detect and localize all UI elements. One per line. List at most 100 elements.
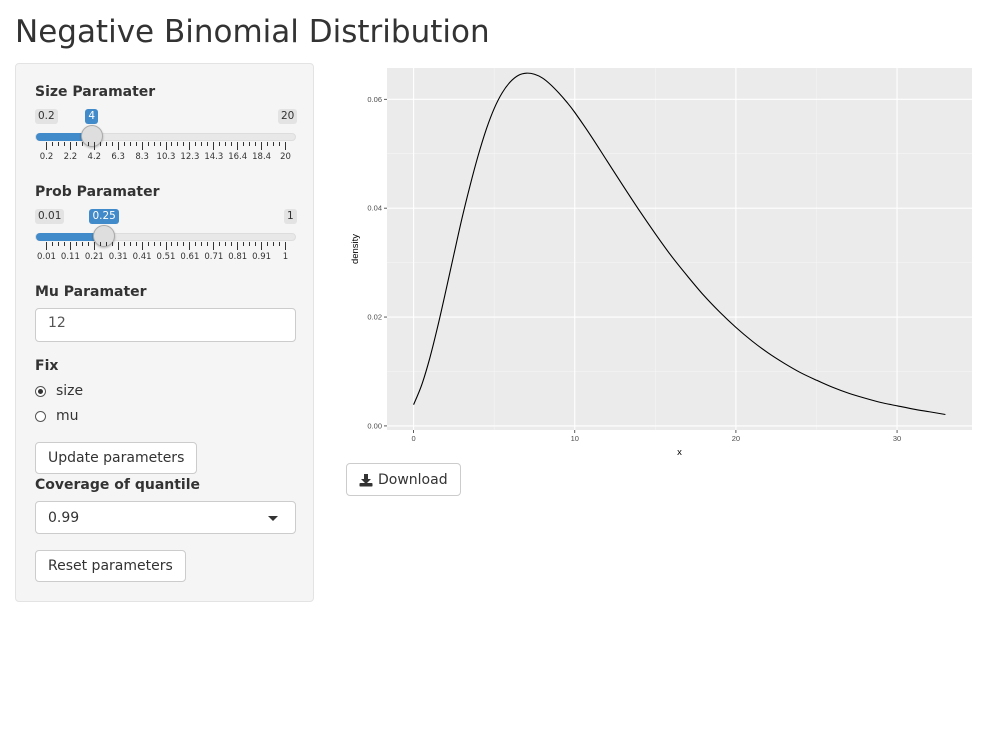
slider-minor-tick [159, 142, 161, 146]
size-slider-ticks: 0.2 2.2 4.2 6.3 8.3 10.3 12.3 14.3 16.4 18.4 20 [35, 142, 296, 162]
slider-major-tick [46, 142, 47, 150]
size-slider-max: 20 [278, 109, 298, 124]
slider-minor-tick [75, 142, 77, 146]
slider-major-tick [213, 242, 215, 250]
slider-minor-tick [81, 242, 83, 246]
slider-minor-tick [51, 142, 53, 146]
slider-minor-tick [63, 142, 65, 146]
axis-ticks [384, 98, 898, 433]
fix-option-mu[interactable]: mu [35, 408, 79, 424]
slider-minor-tick [153, 242, 155, 246]
slider-minor-tick [87, 142, 89, 146]
slider-minor-tick [231, 242, 233, 246]
prob-slider-max: 1 [284, 209, 297, 224]
slider-minor-tick [195, 142, 197, 146]
update-parameters-button[interactable]: Update parameters [35, 442, 198, 474]
slider-major-tick [117, 142, 119, 150]
slider-minor-tick [147, 142, 149, 146]
mu-input[interactable]: 12 [35, 308, 296, 342]
size-slider-label: Size Paramater [35, 84, 156, 100]
slider-major-tick [189, 142, 191, 150]
y-tick-label: 0.00 [367, 421, 382, 430]
download-button-label: Download [378, 471, 448, 488]
slider-minor-tick [111, 142, 113, 146]
slider-minor-tick [123, 242, 125, 246]
fix-option-size-label: size [56, 383, 84, 399]
x-tick-label: 20 [732, 434, 740, 443]
x-axis-label: x [677, 447, 682, 458]
slider-tick-label: 12.3 [180, 152, 200, 162]
slider-major-tick [261, 242, 263, 250]
prob-slider-ticks: 0.01 0.11 0.21 0.31 0.41 0.51 0.61 0.71 0.81 0.91… [35, 242, 296, 262]
slider-major-tick [237, 142, 239, 150]
slider-tick-label: 0.2 [39, 152, 54, 162]
slider-minor-tick [273, 142, 275, 146]
slider-minor-tick [183, 142, 185, 146]
slider-minor-tick [147, 242, 149, 246]
slider-minor-tick [219, 142, 221, 146]
prob-slider-track[interactable] [35, 233, 296, 241]
slider-major-tick [46, 242, 47, 250]
slider-minor-tick [57, 242, 59, 246]
slider-major-tick [93, 242, 95, 250]
size-slider-min: 0.2 [35, 109, 58, 124]
fix-option-size[interactable]: size [35, 383, 83, 399]
slider-major-tick [165, 142, 167, 150]
slider-major-tick [69, 142, 71, 150]
download-button[interactable]: Download [346, 463, 461, 496]
density-line [413, 72, 946, 416]
coverage-select[interactable]: 0.99 [35, 501, 296, 534]
slider-minor-tick [201, 142, 203, 146]
slider-minor-tick [183, 242, 185, 246]
slider-minor-tick [99, 142, 101, 146]
y-tick-label: 0.04 [367, 204, 382, 213]
slider-tick-label: 0.81 [228, 252, 248, 262]
slider-tick-label: 6.3 [111, 152, 125, 162]
sidebar-panel: Size Paramater 0.2 20 4 0.2 2.2 4.2 6.3 8.3 1… [15, 63, 314, 602]
fix-label: Fix [35, 358, 59, 374]
reset-parameters-button[interactable]: Reset parameters [35, 550, 186, 582]
y-axis-label: density [350, 234, 361, 264]
slider-tick-label: 0.71 [204, 252, 224, 262]
plot-panel [387, 68, 972, 430]
slider-minor-tick [63, 242, 65, 246]
x-tick-label: 10 [571, 434, 579, 443]
x-tick-labels: 0 10 20 30 [412, 434, 902, 443]
radio-selected-icon[interactable] [35, 385, 46, 397]
slider-major-tick [93, 142, 95, 150]
size-slider-handle[interactable] [80, 125, 103, 147]
prob-slider-value: 0.25 [89, 209, 119, 224]
slider-tick-label: 18.4 [252, 152, 272, 162]
grid-minor [387, 68, 972, 430]
prob-slider-label: Prob Paramater [35, 184, 160, 200]
slider-major-tick [285, 142, 286, 150]
slider-minor-tick [129, 242, 131, 246]
slider-minor-tick [195, 242, 197, 246]
slider-major-tick [117, 242, 119, 250]
mu-label: Mu Paramater [35, 284, 147, 300]
slider-major-tick [237, 242, 239, 250]
slider-minor-tick [267, 142, 269, 146]
prob-slider-fill [36, 233, 105, 241]
slider-minor-tick [279, 242, 281, 246]
size-slider-track[interactable] [35, 133, 296, 141]
radio-unselected-icon[interactable] [35, 410, 46, 422]
slider-minor-tick [201, 242, 203, 246]
size-slider-value: 4 [85, 109, 99, 124]
slider-tick-label: 0.91 [252, 252, 272, 262]
slider-minor-tick [57, 142, 59, 146]
prob-slider-handle[interactable] [92, 225, 115, 247]
slider-minor-tick [171, 142, 173, 146]
download-icon [359, 473, 373, 486]
y-tick-label: 0.02 [367, 313, 382, 322]
slider-tick-label: 0.41 [132, 252, 152, 262]
slider-tick-label: 0.11 [60, 252, 80, 262]
coverage-label: Coverage of quantile [35, 477, 201, 493]
size-slider-fill [36, 133, 93, 141]
slider-minor-tick [159, 242, 161, 246]
slider-minor-tick [177, 142, 179, 146]
slider-major-tick [141, 242, 143, 250]
slider-minor-tick [111, 242, 113, 246]
slider-minor-tick [255, 242, 257, 246]
slider-minor-tick [207, 242, 209, 246]
